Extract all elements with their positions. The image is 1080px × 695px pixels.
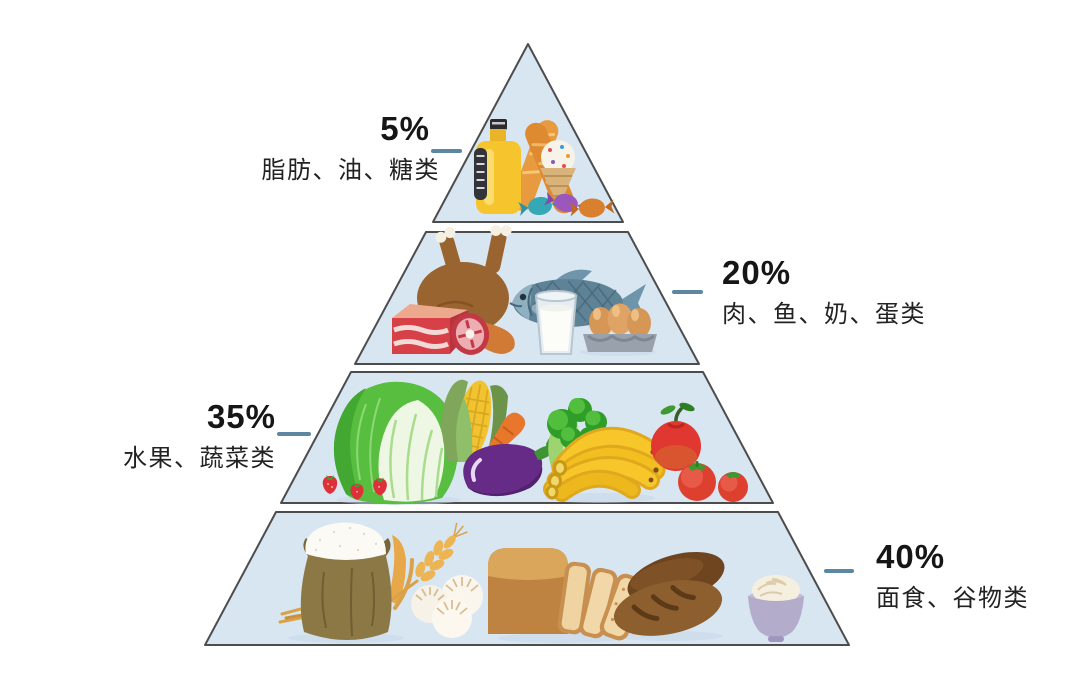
wheat-icon xyxy=(278,522,468,624)
tier-protein-percent: 20% xyxy=(722,254,792,291)
tier-produce-items xyxy=(322,379,748,505)
flour-sack-icon xyxy=(300,522,392,640)
tier-produce-percent: 35% xyxy=(206,398,276,435)
tier-protein-category: 肉、鱼、奶、蛋类 xyxy=(722,300,926,328)
tier-label-protein: 20% 肉、鱼、奶、蛋类 xyxy=(722,254,926,329)
oil-bottle-icon xyxy=(474,119,521,214)
connector-grains xyxy=(824,569,854,573)
ice-cream-icon xyxy=(540,140,576,207)
bananas-icon xyxy=(543,426,666,502)
connector-protein xyxy=(672,290,703,294)
bread-loaves-icon xyxy=(613,551,725,636)
rice-bowl-icon xyxy=(748,575,804,642)
tier-fats-category: 脂肪、油、糖类 xyxy=(261,156,440,184)
tier-fats-items xyxy=(474,119,615,218)
strawberries-icon xyxy=(322,475,387,500)
eggs-icon xyxy=(583,303,657,352)
connector-produce xyxy=(277,432,311,436)
tier-label-produce: 35% 水果、蔬菜类 xyxy=(40,398,276,473)
tier-label-fats: 5% 脂肪、油、糖类 xyxy=(150,110,440,185)
ham-icon xyxy=(450,313,515,355)
cabbage-icon xyxy=(333,381,458,505)
tier-grains-items xyxy=(278,522,804,643)
candies-icon xyxy=(518,191,615,218)
steamed-buns-icon xyxy=(411,575,483,638)
tier-protein-items xyxy=(392,224,657,356)
tier-produce-category: 水果、蔬菜类 xyxy=(123,444,276,472)
apple-icon xyxy=(651,402,701,471)
tier-grains-category: 面食、谷物类 xyxy=(876,584,1029,612)
tomatoes-icon xyxy=(678,461,748,502)
connector-fats xyxy=(431,149,462,153)
milk-glass-icon xyxy=(534,290,578,355)
roast-chicken-icon xyxy=(417,224,512,334)
tier-label-grains: 40% 面食、谷物类 xyxy=(876,538,1029,613)
tier-grains-percent: 40% xyxy=(876,538,946,575)
tier-fats-percent: 5% xyxy=(380,110,430,147)
